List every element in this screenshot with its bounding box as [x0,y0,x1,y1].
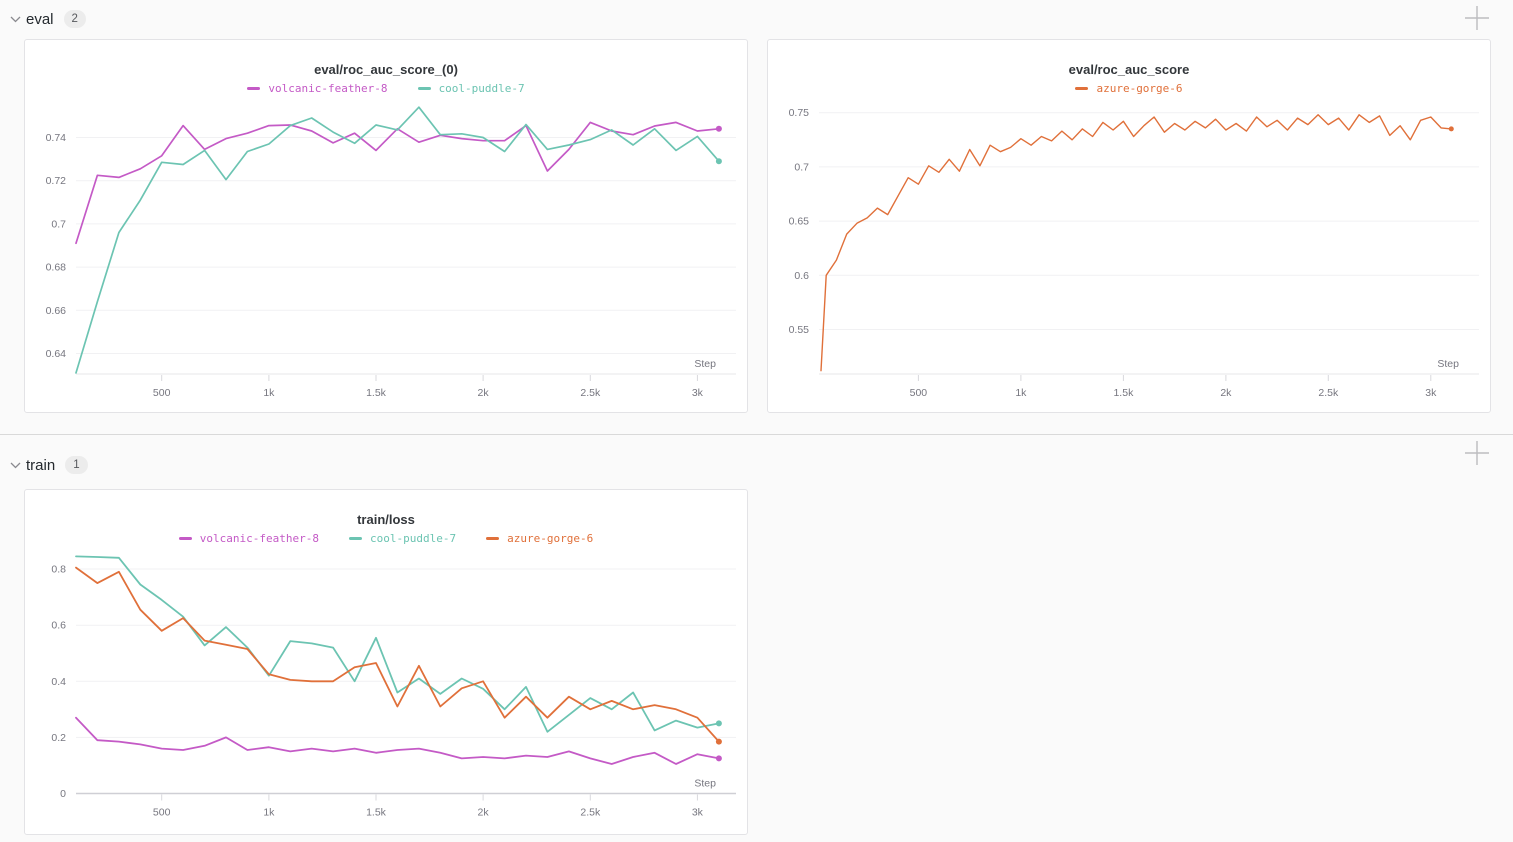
legend-item-cool-puddle-7: cool-puddle-7 [417,81,525,95]
series-end-dot-cool-puddle-7 [715,158,722,165]
legend-run-name: azure-gorge-6 [507,531,594,545]
y-tick-label: 0.72 [46,175,67,187]
legend-item-azure-gorge-6: azure-gorge-6 [1075,81,1183,95]
legend-run-name: volcanic-feather-8 [199,531,320,545]
x-tick-label: 500 [153,807,171,819]
section-train: train 1 train/loss volcanic-feather-8 coo… [0,434,1513,835]
x-tick-label: 1.5k [1113,387,1134,399]
y-tick-label: 0.64 [46,348,67,360]
y-tick-label: 0.55 [789,324,810,336]
panel-count-badge: 1 [65,456,88,474]
y-tick-label: 0.2 [51,732,66,744]
section-train-header: train 1 [0,435,1513,477]
legend-item-azure-gorge-6: azure-gorge-6 [486,532,593,545]
panel-count-badge: 2 [63,10,86,28]
chart-title: eval/roc_auc_score [1068,62,1190,77]
chart-title: train/loss [357,512,415,527]
line-chart-plot[interactable]: 0.55 0.6 0.65 0.7 0.75 500 1k 1.5k 2k 2.5k 3k Step [768,96,1490,412]
series-line-volcanic-feather-8 [75,716,720,765]
x-tick-label: 3k [1425,387,1437,399]
x-tick-label: 2k [1220,387,1232,399]
series-line-cool-puddle-7 [75,106,720,374]
x-tick-label: 3k [692,387,704,399]
x-tick-label: 3k [692,807,704,819]
add-panel-plus-icon[interactable] [1463,4,1491,32]
legend-dash-icon [178,536,192,540]
legend-run-name: cool-puddle-7 [370,531,457,545]
series-end-dot-cool-puddle-7 [715,720,722,727]
line-chart-plot[interactable]: 0.64 0.66 0.68 0.7 0.72 0.74 500 1k 1.5k 2k 2.5k 3k… [25,96,747,412]
y-tick-label: 0.6 [794,270,809,282]
legend-dash-icon [247,86,261,90]
x-tick-label: 1.5k [366,807,387,819]
legend-run-name: azure-gorge-6 [1096,81,1183,95]
series-end-dot-azure-gorge-6 [1448,126,1454,132]
legend-item-volcanic-feather-8: volcanic-feather-8 [178,531,320,545]
x-tick-label: 1k [263,387,275,399]
legend-run-name: cool-puddle-7 [438,81,525,95]
add-panel-plus-icon[interactable] [1463,439,1491,467]
x-tick-label: 2.5k [580,807,601,819]
x-tick-label: 500 [910,387,928,399]
x-axis-title: Step [1437,358,1459,370]
x-tick-label: 2.5k [580,387,601,399]
x-tick-label: 1k [263,807,275,819]
chart-legend: volcanic-feather-8 cool-puddle-7 azure-gor… [25,530,747,546]
x-tick-label: 2k [478,387,490,399]
section-title: eval [26,10,54,28]
section-eval-header: eval 2 [0,0,1513,30]
chart-legend: volcanic-feather-8 cool-puddle-7 [25,80,747,96]
x-tick-label: 2.5k [1318,387,1339,399]
series-end-dot-volcanic-feather-8 [715,755,722,762]
y-tick-label: 0.4 [51,676,66,688]
line-chart-plot[interactable]: 0 0.2 0.4 0.6 0.8 500 1k 1.5k 2k 2.5k 3k Step [25,546,747,836]
chevron-down-icon[interactable] [8,12,22,26]
series-end-dot-azure-gorge-6 [715,738,722,745]
legend-dash-icon [1075,86,1089,90]
series-line-cool-puddle-7 [75,555,720,733]
y-tick-label: 0.66 [46,305,67,317]
y-tick-label: 0.8 [51,564,66,576]
series-line-azure-gorge-6 [820,114,1452,372]
legend-run-name: volcanic-feather-8 [268,81,388,95]
x-axis-title: Step [694,358,716,370]
chart-panel-train-loss[interactable]: train/loss volcanic-feather-8 cool-puddle… [24,489,748,835]
y-tick-label: 0.7 [794,161,809,173]
series-line-volcanic-feather-8 [75,121,720,245]
chart-panel-eval-roc-auc-score-0[interactable]: eval/roc_auc_score_(0) volcanic-feather-… [24,39,748,413]
x-tick-label: 1k [1015,387,1027,399]
y-tick-label: 0.74 [46,132,67,144]
legend-dash-icon [349,536,363,540]
x-tick-label: 500 [153,387,171,399]
section-title: train [26,456,56,474]
chart-panel-eval-roc-auc-score[interactable]: eval/roc_auc_score azure-gorge-6 0.55 0.6… [767,39,1491,413]
x-tick-label: 1.5k [366,387,387,399]
legend-dash-icon [417,86,431,90]
x-axis-title: Step [694,778,716,790]
y-tick-label: 0.6 [51,620,66,632]
legend-dash-icon [486,536,500,540]
series-end-dot-volcanic-feather-8 [715,125,722,132]
chart-legend: azure-gorge-6 [768,80,1490,96]
legend-item-volcanic-feather-8: volcanic-feather-8 [247,81,388,95]
legend-item-cool-puddle-7: cool-puddle-7 [349,532,456,545]
chart-title: eval/roc_auc_score_(0) [314,62,458,77]
y-tick-label: 0 [60,788,66,800]
x-tick-label: 2k [478,807,490,819]
section-eval: eval 2 eval/roc_auc_score_(0) volcanic-f… [0,0,1513,413]
y-tick-label: 0.65 [789,216,810,228]
y-tick-label: 0.68 [46,262,67,274]
series-line-azure-gorge-6 [75,566,720,743]
y-tick-label: 0.7 [51,218,66,230]
y-tick-label: 0.75 [789,107,810,119]
chevron-down-icon[interactable] [8,458,22,472]
